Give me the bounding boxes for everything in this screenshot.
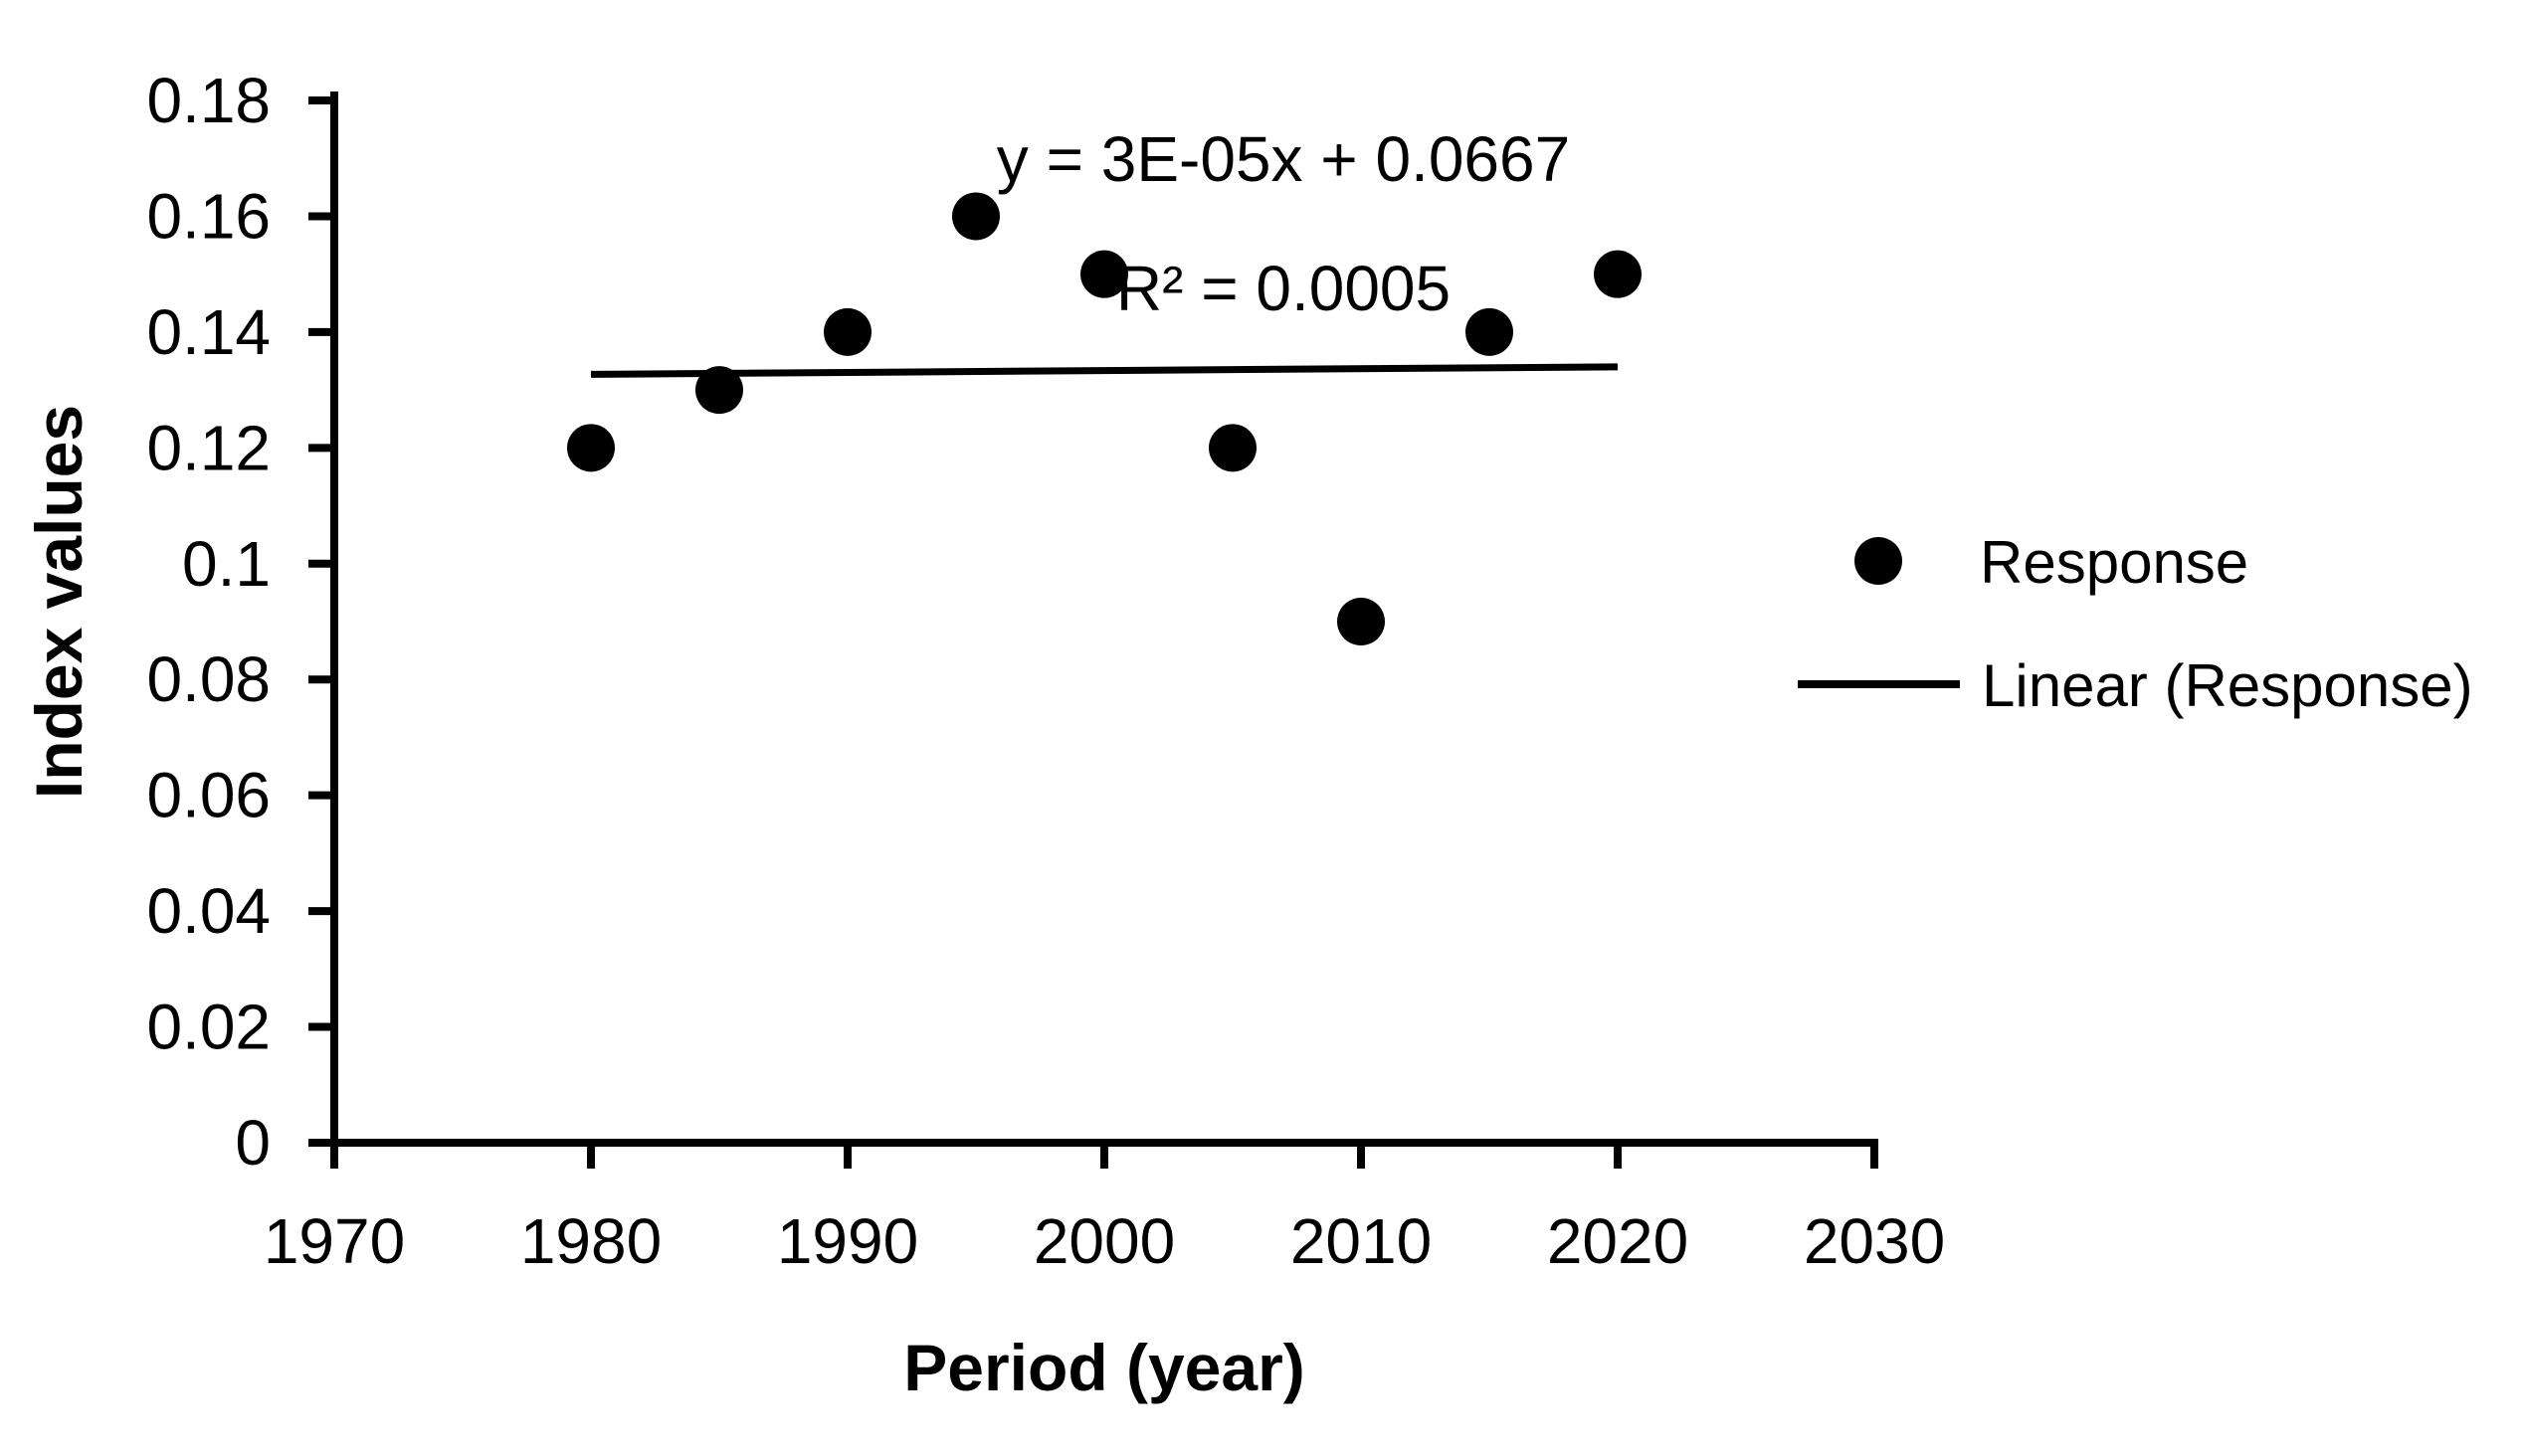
plot-layer [567,192,1642,645]
x-axis-tick-label: 2010 [1290,1205,1432,1277]
x-axis-tick-label: 1980 [520,1205,662,1277]
legend-label-linear: Linear (Response) [1982,652,2473,719]
y-axis-tick-label: 0.14 [146,296,271,368]
y-axis-title: Index values [22,405,96,799]
data-point [952,192,1000,241]
data-point [1080,250,1128,298]
axes-layer: 0.18 0.16 0.14 0.12 0.1 0.08 0.06 0.04 0.02 0 1970… [146,65,1945,1277]
y-axis-tick-label: 0.12 [146,412,271,483]
x-axis-tick-label: 1970 [264,1205,405,1277]
data-point [1337,598,1385,645]
x-axis-tick-label: 1990 [777,1205,918,1277]
y-axis-tick-label: 0.02 [146,992,271,1063]
y-axis-tick-label: 0.08 [146,643,271,715]
x-axis-tick-label: 2000 [1034,1205,1175,1277]
y-axis-tick-label: 0.1 [182,528,271,600]
trendline [590,363,1619,378]
legend-label-response: Response [1980,529,2248,596]
trendline-equation-text: y = 3E-05x + 0.0667 [997,123,1570,195]
y-axis-tick-label: 0.04 [146,875,271,947]
data-point [567,424,615,472]
y-axis-tick-label: 0.18 [146,65,271,136]
data-point [1465,307,1513,356]
data-point [1209,424,1257,472]
y-axis-tick-label: 0.16 [146,180,271,252]
y-axis-tick-label: 0.06 [146,760,271,831]
data-point [1594,250,1642,298]
y-axis-tick-label: 0 [235,1107,271,1179]
x-axis-tick-label: 2030 [1804,1205,1945,1277]
legend: Response Linear (Response) [1798,529,2473,719]
data-point [695,366,743,415]
trendline-r-squared-text: R² = 0.0005 [1116,253,1451,324]
data-point [824,307,872,356]
x-axis-title: Period (year) [903,1331,1304,1404]
legend-marker-response-icon [1854,537,1902,585]
x-axis-tick-label: 2020 [1547,1205,1688,1277]
